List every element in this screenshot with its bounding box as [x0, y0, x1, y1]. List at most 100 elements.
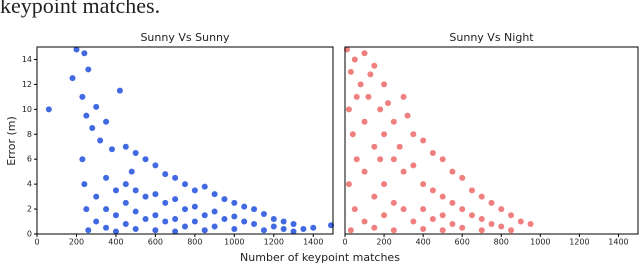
x-tick-label: 600: [148, 238, 163, 247]
point: [162, 218, 169, 225]
point: [85, 227, 92, 234]
point: [420, 226, 427, 233]
point: [478, 193, 485, 200]
y-tick-label: 6: [27, 155, 32, 164]
point: [93, 218, 100, 225]
point: [122, 221, 129, 228]
point: [251, 221, 258, 228]
x-tick-label: 800: [187, 238, 202, 247]
point: [152, 212, 159, 219]
point: [290, 228, 297, 235]
point: [231, 213, 238, 220]
point: [410, 162, 417, 169]
x-tick-label: 400: [415, 238, 430, 247]
point: [73, 46, 80, 53]
point: [439, 156, 446, 163]
point: [132, 208, 139, 215]
x-tick-label: 1400: [303, 238, 323, 247]
x-tick-label: 200: [69, 238, 84, 247]
point: [420, 137, 427, 144]
point: [122, 181, 129, 188]
point: [349, 131, 356, 138]
point: [231, 226, 238, 233]
point: [191, 187, 198, 194]
point: [400, 206, 407, 213]
point: [300, 226, 307, 233]
point: [439, 193, 446, 200]
point: [371, 143, 378, 150]
point: [371, 62, 378, 69]
point: [429, 187, 436, 194]
point: [468, 187, 475, 194]
point: [132, 226, 139, 233]
point: [241, 203, 248, 210]
y-axis-label: Error (m): [5, 116, 18, 166]
point: [172, 196, 179, 203]
point: [508, 212, 515, 219]
point: [83, 112, 90, 119]
point: [439, 212, 446, 219]
point: [122, 143, 129, 150]
y-tick-label: 12: [22, 80, 32, 89]
point: [361, 50, 368, 57]
point: [381, 81, 388, 88]
point: [351, 206, 358, 213]
point: [429, 216, 436, 223]
point: [508, 227, 515, 234]
point: [488, 199, 495, 206]
point: [93, 103, 100, 110]
x-tick-label: 1200: [569, 238, 589, 247]
x-tick-label: 1000: [530, 238, 550, 247]
point: [357, 81, 364, 88]
point: [162, 199, 169, 206]
point: [221, 216, 228, 223]
point: [142, 193, 149, 200]
point: [142, 216, 149, 223]
point: [201, 183, 208, 190]
x-tick-label: 0: [342, 238, 347, 247]
point: [353, 156, 360, 163]
point: [410, 131, 417, 138]
point: [172, 174, 179, 181]
point: [371, 193, 378, 200]
point: [132, 149, 139, 156]
x-tick-label: 1000: [224, 238, 244, 247]
point: [361, 118, 368, 125]
point: [498, 223, 505, 230]
point: [112, 228, 119, 235]
point: [108, 146, 115, 153]
caption: keypoint matches.: [0, 0, 160, 18]
point: [410, 218, 417, 225]
point: [449, 221, 456, 228]
point: [468, 212, 475, 219]
point: [251, 206, 258, 213]
point: [201, 227, 208, 234]
point: [128, 168, 135, 175]
point: [429, 149, 436, 156]
point: [191, 203, 198, 210]
point: [390, 227, 397, 234]
point: [400, 93, 407, 100]
x-tick-label: 600: [455, 238, 470, 247]
point: [371, 224, 378, 231]
point: [132, 187, 139, 194]
point: [351, 56, 358, 63]
point: [353, 93, 360, 100]
point: [112, 187, 119, 194]
point: [112, 212, 119, 219]
point: [85, 66, 92, 73]
point: [439, 227, 446, 234]
point: [182, 223, 188, 230]
point: [420, 206, 427, 213]
point: [103, 118, 110, 125]
point: [390, 199, 397, 206]
y-tick-label: 8: [27, 130, 32, 139]
point: [182, 181, 188, 188]
point: [377, 106, 384, 113]
point: [347, 68, 354, 75]
point: [201, 212, 208, 219]
point: [152, 227, 159, 234]
point: [345, 106, 352, 113]
point: [79, 156, 86, 163]
point: [361, 218, 368, 225]
